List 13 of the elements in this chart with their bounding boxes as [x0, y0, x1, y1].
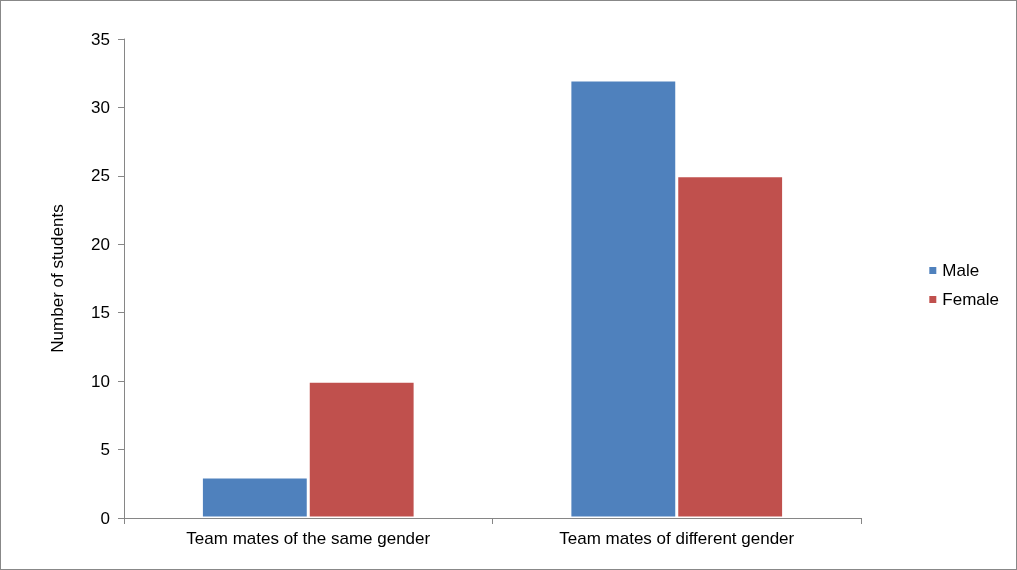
x-tick-label: Team mates of the same gender [186, 529, 431, 548]
y-tick-label: 25 [91, 166, 110, 186]
y-tick-label: 0 [100, 508, 110, 528]
y-tick-label: 10 [91, 371, 110, 391]
legend-label: Male [942, 261, 980, 280]
y-tick-label: 35 [91, 29, 110, 49]
x-tick-label: Team mates of different gender [559, 529, 795, 548]
y-tick-label: 5 [100, 440, 110, 460]
y-tick-label: 15 [91, 303, 110, 323]
legend-label: Female [942, 290, 999, 309]
y-axis-title: Number of students [48, 204, 67, 353]
y-tick-label: 20 [91, 234, 110, 254]
y-tick-label: 30 [91, 97, 110, 117]
